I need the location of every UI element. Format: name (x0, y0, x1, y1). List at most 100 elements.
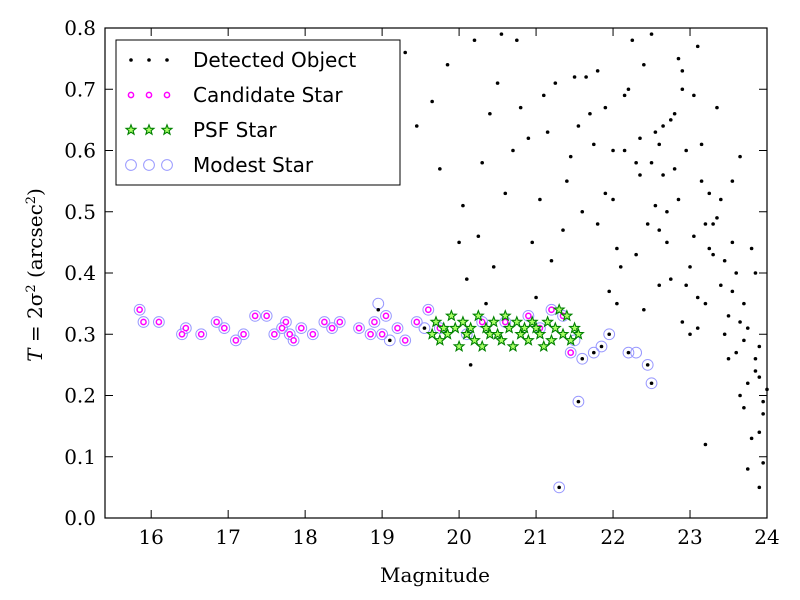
legend-item-psf-star: PSF Star (124, 118, 277, 142)
detected-object-point (753, 369, 758, 373)
legend-marker (142, 123, 156, 136)
detected-object-point (642, 62, 646, 67)
candidate-star-point (278, 324, 286, 332)
legend-label: Modest Star (193, 153, 314, 177)
psf-star-point (545, 333, 558, 346)
psf-star-point (506, 339, 520, 352)
modest-star-point (399, 334, 412, 347)
psf-star-point (429, 315, 443, 328)
detected-object-point (584, 75, 588, 79)
y-tick-label: 0.6 (64, 139, 96, 163)
legend-marker (147, 58, 151, 62)
x-tick-label: 23 (677, 525, 702, 549)
y-axis-label-part: T (23, 347, 47, 362)
detected-object-point (388, 338, 392, 343)
candidate-star-point (371, 318, 378, 326)
modest-star-point (137, 316, 150, 328)
modest-star-point (418, 322, 431, 335)
psf-star-point (471, 309, 485, 322)
y-axis-label-part: (arcsec (23, 204, 47, 284)
modest-star-point (218, 322, 231, 335)
detected-object-point (534, 295, 538, 300)
axes-layer: 16 17 18 19 20 21 22 23 24 0.0 0.1 0.2 0.3 0.4 0.5 0.6 0… (64, 16, 780, 549)
detected-object-point (761, 399, 765, 404)
psf-star-point (564, 333, 578, 346)
detected-object-point (711, 222, 715, 226)
legend-label: Candidate Star (193, 83, 343, 107)
detected-object-point (495, 81, 500, 85)
psf-star-point (571, 327, 585, 340)
detected-object-point (707, 246, 712, 251)
detected-object-point (595, 222, 600, 226)
psf-star-point (437, 321, 451, 334)
modest-star-point (595, 340, 608, 353)
detected-object-point (538, 197, 542, 202)
modest-star-point (279, 316, 292, 328)
detected-object-point (530, 240, 535, 245)
detected-object-point (599, 344, 604, 349)
detected-object-point (545, 130, 550, 134)
detected-object-point (580, 209, 585, 214)
psf-star-point (433, 333, 447, 346)
detected-object-point (568, 154, 573, 159)
y-axis-label-part: = 2σ (23, 292, 47, 348)
candidate-star-point (336, 318, 344, 326)
legend-marker (124, 123, 138, 136)
y-tick-label: 0.0 (64, 506, 96, 530)
candidate-star-point (309, 330, 317, 338)
modest-star-point (326, 322, 338, 335)
candidate-star-point (394, 324, 401, 332)
candidate-star-point (197, 330, 205, 338)
y-tick-label: 0.7 (64, 77, 96, 101)
y-tick-label: 0.8 (64, 16, 96, 40)
detected-object-point (684, 283, 688, 288)
legend-marker (161, 159, 173, 171)
psf-star-point (452, 339, 466, 352)
psf-star-point (548, 321, 562, 334)
legend-marker (160, 123, 174, 136)
legend-item-candidate-star: Candidate Star (127, 83, 343, 107)
detected-object-point (445, 62, 450, 67)
modest-star-point (295, 322, 308, 335)
detected-object-point (722, 258, 727, 263)
detected-object-point (665, 209, 669, 214)
detected-object-point (761, 412, 765, 416)
detected-object-point (715, 216, 719, 220)
candidate-star-point (321, 318, 328, 326)
detected-object-point (626, 350, 631, 355)
detected-object-point (661, 124, 665, 128)
legend-marker (127, 91, 135, 99)
modest-star-point (364, 328, 377, 341)
detected-object-point (749, 246, 754, 251)
detected-object-point (488, 111, 492, 116)
detected-object-point (688, 332, 692, 337)
detected-object-point (561, 228, 565, 232)
detected-object-point (695, 295, 700, 300)
legend-marker (129, 58, 133, 62)
psf-star-point (479, 321, 493, 334)
x-tick-label: 16 (138, 525, 163, 549)
psf-star-series (425, 302, 585, 352)
candidate-star-point (136, 306, 143, 314)
detected-object-point (711, 252, 715, 257)
detected-object-point (665, 240, 669, 245)
psf-star-point (541, 315, 555, 328)
detected-object-point (653, 130, 658, 134)
psf-star-point (468, 333, 481, 346)
detected-object-point (572, 75, 577, 79)
modest-star-point (383, 334, 396, 347)
candidate-star-point (220, 324, 228, 332)
psf-star-point (444, 309, 458, 322)
detected-object-point (576, 124, 581, 128)
candidate-star-point (382, 312, 390, 320)
psf-star-point (529, 321, 543, 334)
modest-star-point (603, 328, 616, 341)
legend-marker (125, 159, 137, 171)
modest-star-point (622, 346, 635, 359)
psf-star-point (568, 321, 581, 334)
modest-star-point (229, 334, 242, 347)
x-axis-label: Magnitude (380, 563, 490, 587)
detected-object-point (649, 381, 654, 386)
detected-object-point (672, 111, 677, 116)
detected-object-point (638, 173, 642, 177)
